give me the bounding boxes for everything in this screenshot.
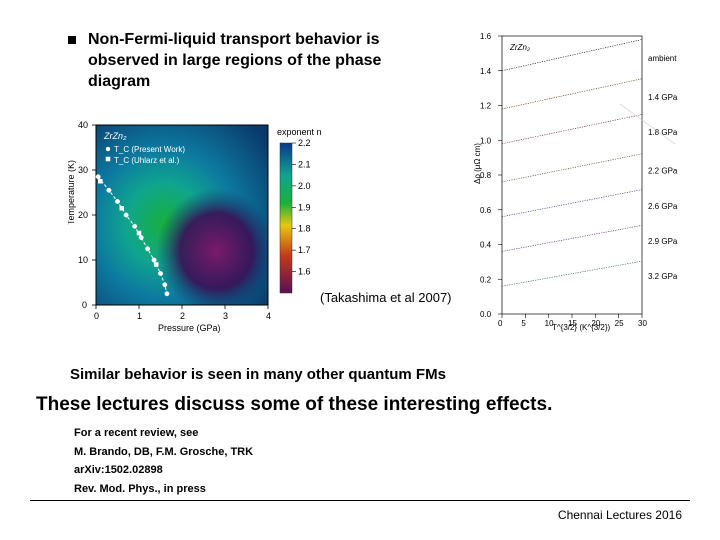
- svg-text:1.2: 1.2: [480, 102, 492, 111]
- lectures-text: These lectures discuss some of these int…: [36, 394, 552, 416]
- svg-text:2.1: 2.1: [298, 159, 311, 169]
- svg-text:1.9: 1.9: [298, 202, 311, 212]
- svg-text:0.6: 0.6: [480, 206, 492, 215]
- phase-xlabel: Pressure (GPa): [158, 323, 221, 333]
- ref-line-2: M. Brando, DB, F.M. Grosche, TRK: [74, 443, 253, 462]
- ref-line-1: For a recent review, see: [74, 424, 253, 443]
- svg-text:2.2 GPa: 2.2 GPa: [648, 167, 678, 176]
- resistivity-xlabel: T^{3/2} (K^{3/2}): [552, 323, 611, 332]
- svg-text:1.4 GPa: 1.4 GPa: [648, 93, 678, 102]
- phase-citation: (Takashima et al 2007): [320, 290, 452, 305]
- svg-text:3: 3: [223, 311, 228, 321]
- svg-text:5: 5: [521, 319, 526, 328]
- bullet-marker: [68, 36, 76, 44]
- phase-y-ticks: 0 10 20 30 40: [78, 120, 96, 310]
- phase-diagram-figure: 0 10 20 30 40 0 1 2 3 4 Pressure (GPa) T…: [68, 115, 328, 335]
- footer-text: Chennai Lectures 2016: [558, 508, 682, 522]
- svg-text:4: 4: [266, 311, 271, 321]
- svg-text:1: 1: [137, 311, 142, 321]
- resistivity-yticks: 0.00.20.40.60.81.01.21.41.6: [480, 32, 502, 319]
- ref-line-3: arXiv:1502.02898: [74, 461, 253, 480]
- svg-text:30: 30: [638, 319, 647, 328]
- svg-text:0: 0: [498, 319, 503, 328]
- svg-text:1.8: 1.8: [298, 224, 311, 234]
- similar-text: Similar behavior is seen in many other q…: [70, 366, 446, 383]
- resistivity-compound: ZrZn₂: [509, 43, 530, 52]
- svg-text:40: 40: [78, 120, 88, 130]
- resistivity-series: ambient 1.4 GPa 1.8 GPa 2.2 GPa 2.6 GPa 2.9 G…: [502, 39, 678, 286]
- svg-text:2: 2: [180, 311, 185, 321]
- phase-legend-1: T_C (Present Work): [114, 145, 185, 154]
- svg-text:3.2 GPa: 3.2 GPa: [648, 272, 678, 281]
- svg-text:1.7: 1.7: [298, 245, 311, 255]
- bullet-text: Non-Fermi-liquid transport behavior is o…: [88, 30, 428, 92]
- ref-line-4: Rev. Mod. Phys., in press: [74, 480, 253, 499]
- svg-text:0.4: 0.4: [480, 241, 492, 250]
- svg-text:1.6: 1.6: [298, 267, 311, 277]
- svg-text:30: 30: [78, 165, 88, 175]
- svg-text:0.0: 0.0: [480, 310, 492, 319]
- resistivity-ylabel: Δρ (μΩ cm): [473, 143, 482, 184]
- svg-text:1.8 GPa: 1.8 GPa: [648, 128, 678, 137]
- svg-text:2.2: 2.2: [298, 138, 311, 148]
- phase-colorbar-ticks: 1.6 1.7 1.8 1.9 2.0 2.1 2.2: [292, 138, 311, 277]
- phase-legend-2: T_C (Uhlarz et al.): [114, 156, 180, 165]
- divider: [30, 500, 690, 501]
- svg-text:2.9 GPa: 2.9 GPa: [648, 237, 678, 246]
- svg-text:1.4: 1.4: [480, 67, 492, 76]
- phase-x-ticks: 0 1 2 3 4: [94, 305, 271, 321]
- svg-text:25: 25: [615, 319, 624, 328]
- phase-cbar-label: exponent n: [277, 127, 322, 137]
- svg-text:2.6 GPa: 2.6 GPa: [648, 202, 678, 211]
- svg-text:0.2: 0.2: [480, 275, 492, 284]
- svg-text:20: 20: [78, 210, 88, 220]
- svg-text:0: 0: [82, 300, 87, 310]
- phase-compound: ZrZn₂: [103, 131, 127, 141]
- svg-text:10: 10: [78, 255, 88, 265]
- svg-text:1.6: 1.6: [480, 32, 492, 41]
- svg-text:0: 0: [94, 311, 99, 321]
- phase-ylabel: Temperature (K): [68, 160, 76, 225]
- svg-text:ambient: ambient: [648, 54, 677, 63]
- resistivity-figure: 0.00.20.40.60.81.01.21.41.6 051015202530…: [470, 24, 692, 334]
- svg-text:2.0: 2.0: [298, 181, 311, 191]
